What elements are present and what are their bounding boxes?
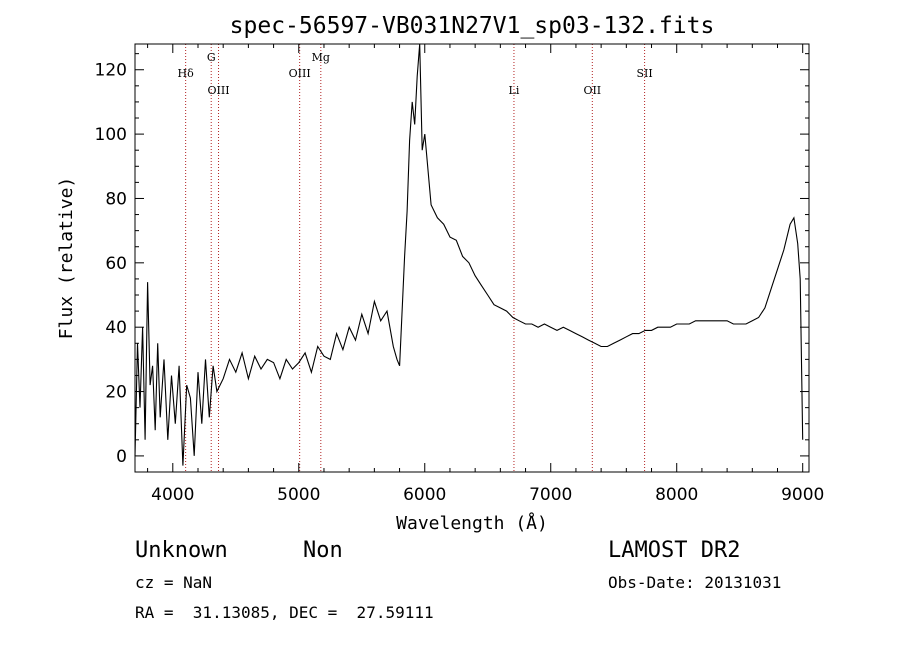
marker-label: OII <box>583 84 601 97</box>
y-tick-label: 60 <box>105 254 127 274</box>
spectral-marker-lines <box>185 44 646 472</box>
object-class: Unknown <box>135 538 228 563</box>
marker-label: Mg <box>312 51 330 64</box>
marker-label: OIII <box>289 67 311 80</box>
x-tick-label: 6000 <box>403 485 446 505</box>
spectrum-line <box>134 43 804 466</box>
marker-label: G <box>207 51 216 64</box>
survey-name: LAMOST DR2 <box>608 538 741 563</box>
y-tick-label: 80 <box>105 189 127 209</box>
plot-frame <box>134 43 810 473</box>
marker-label: Hδ <box>178 67 195 80</box>
y-tick-label: 120 <box>95 61 127 81</box>
x-axis-ticks: 4000 5000 6000 7000 8000 9000 <box>147 44 824 505</box>
y-tick-label: 100 <box>95 125 127 145</box>
ra-dec-coordinates: RA = 31.13085, DEC = 27.59111 <box>135 603 434 622</box>
obs-date: Obs-Date: 20131031 <box>608 573 782 592</box>
redshift-cz: cz = NaN <box>135 573 213 592</box>
x-axis-label: Wavelength (Å) <box>396 512 548 534</box>
x-tick-label: 9000 <box>781 485 824 505</box>
y-tick-label: 20 <box>105 383 127 403</box>
x-tick-label: 7000 <box>529 485 572 505</box>
marker-label: OIII <box>207 84 229 97</box>
y-axis-ticks: 0 20 40 60 80 100 120 <box>95 53 809 467</box>
x-tick-label: 5000 <box>277 485 320 505</box>
y-tick-label: 0 <box>116 447 127 467</box>
x-tick-label: 8000 <box>655 485 698 505</box>
marker-label: Li <box>509 84 520 97</box>
y-tick-label: 40 <box>105 318 127 338</box>
chart-title: spec-56597-VB031N27V1_sp03-132.fits <box>230 13 715 39</box>
y-axis-label: Flux (relative) <box>56 177 77 340</box>
x-tick-label: 4000 <box>151 485 194 505</box>
object-subclass: Non <box>303 538 343 563</box>
marker-label: SII <box>636 67 652 80</box>
